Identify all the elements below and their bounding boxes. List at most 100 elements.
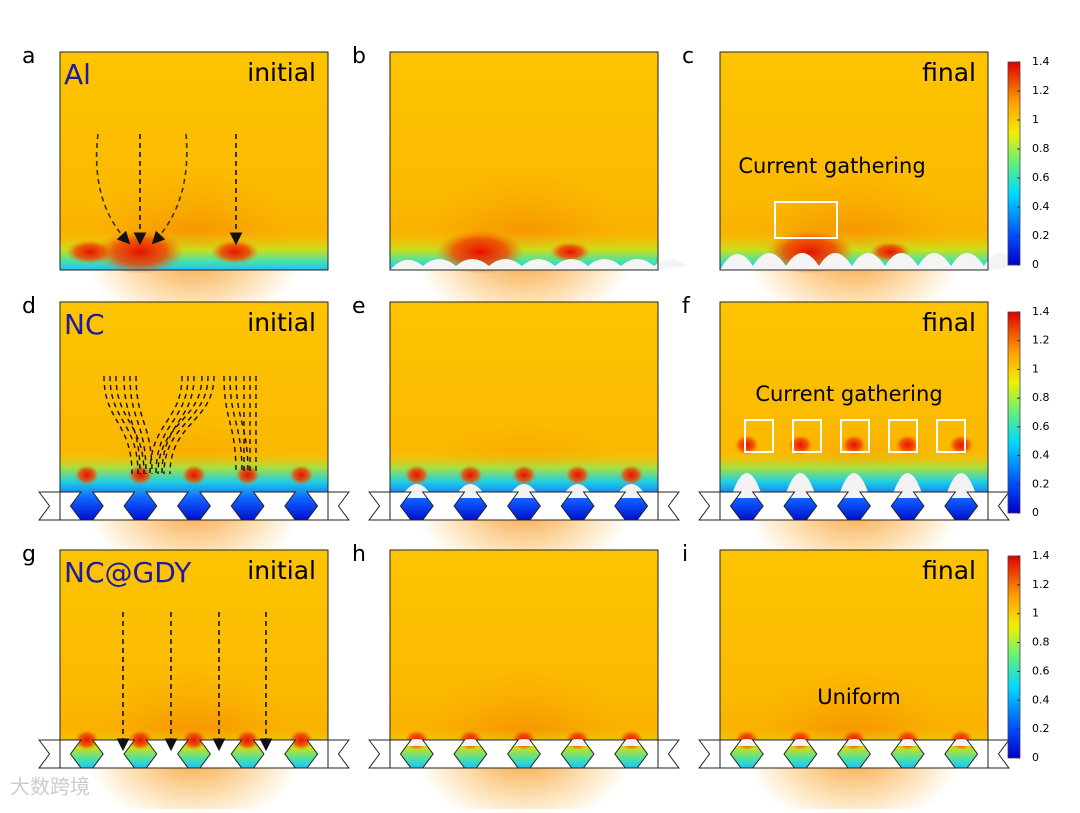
- colorbar: [1007, 61, 1021, 266]
- panel-frame: [389, 301, 659, 521]
- hotspot: [550, 242, 590, 262]
- annotation: Uniform: [817, 685, 900, 709]
- stage-label: final: [922, 556, 976, 585]
- panel-frame: [389, 549, 659, 769]
- hotspot: [895, 435, 920, 455]
- colorbar-tick-label: 0.8: [1032, 391, 1050, 404]
- flux-arrow: [109, 375, 139, 475]
- flux-arrow: [169, 375, 215, 475]
- panel-letter: b: [352, 44, 366, 69]
- colorbar-tick-label: 1.2: [1032, 578, 1050, 591]
- colorbar-tick-label: 0.2: [1032, 229, 1050, 242]
- colorbar-tick-label: 1.2: [1032, 334, 1050, 347]
- highlight-box: [792, 419, 822, 453]
- highlight-box: [774, 201, 838, 239]
- highlight-box: [888, 419, 918, 453]
- panel-letter: f: [682, 294, 691, 319]
- flux-arrow: [163, 375, 209, 475]
- flux-arrow: [149, 375, 183, 475]
- panel: [389, 51, 687, 330]
- colorbar-tick-label: 1.4: [1032, 549, 1050, 562]
- hotspot: [734, 435, 759, 455]
- colorbar-tick-label: 0.6: [1032, 171, 1050, 184]
- panel-frame: [59, 301, 329, 521]
- flux-arrow: [157, 375, 203, 475]
- flux-arrow: [235, 375, 249, 475]
- panel-letter: a: [22, 44, 35, 69]
- annotation: Current gathering: [755, 382, 942, 406]
- flux-arrow: [129, 375, 147, 475]
- flux-arrow: [115, 375, 145, 475]
- hotspot: [289, 465, 314, 485]
- hotspot: [842, 435, 866, 455]
- panel-letter: i: [682, 542, 688, 567]
- watermark: 大数跨境: [10, 775, 90, 799]
- colorbar-tick-label: 0.6: [1032, 664, 1050, 677]
- panel: [698, 549, 1010, 813]
- colorbar-tick-label: 1: [1032, 362, 1039, 375]
- stage-label: initial: [247, 308, 316, 337]
- hotspot: [128, 730, 153, 750]
- highlight-box: [840, 419, 870, 453]
- colorbar-tick-label: 1: [1032, 113, 1039, 126]
- material-label: NC: [64, 308, 105, 341]
- stage-label: final: [922, 308, 976, 337]
- flux-arrow: [161, 375, 195, 475]
- hotspot: [128, 465, 153, 485]
- colorbar-tick-label: 0.8: [1032, 142, 1050, 155]
- hotspot: [289, 730, 314, 750]
- colorbar-tick-label: 0: [1032, 258, 1039, 271]
- deposit: [390, 259, 687, 270]
- panel: [368, 301, 680, 580]
- hotspot: [619, 465, 644, 485]
- hotspot: [949, 435, 974, 455]
- colorbar-tick-label: 1.4: [1032, 305, 1050, 318]
- stage-label: initial: [247, 556, 316, 585]
- hotspot: [235, 465, 260, 485]
- stage-label: final: [922, 58, 976, 87]
- hotspot: [512, 465, 536, 485]
- flux-arrow: [229, 375, 243, 475]
- colorbar-tick-label: 0.6: [1032, 420, 1050, 433]
- panel: [38, 549, 350, 813]
- flux-arrow: [223, 375, 237, 475]
- panel: [59, 51, 329, 330]
- flux-arrow: [123, 375, 141, 475]
- stage-label: initial: [247, 58, 316, 87]
- colorbar-tick-label: 0: [1032, 506, 1039, 519]
- colorbar-tick-label: 1.2: [1032, 84, 1050, 97]
- panel-letter: c: [682, 44, 694, 69]
- panel-letter: g: [22, 542, 36, 567]
- colorbar-tick-label: 1: [1032, 607, 1039, 620]
- hotspot: [211, 240, 259, 264]
- panel-letter: d: [22, 294, 36, 319]
- material-label: Al: [64, 58, 91, 91]
- hotspot: [458, 465, 483, 485]
- panel-frame: [719, 301, 989, 521]
- colorbar: [1007, 311, 1021, 514]
- colorbar-tick-label: 0.2: [1032, 722, 1050, 735]
- annotation: Current gathering: [738, 154, 925, 178]
- panel: [698, 301, 1010, 580]
- colorbar-tick-label: 1.4: [1032, 55, 1050, 68]
- colorbar-tick-label: 0: [1032, 751, 1039, 764]
- panel-frame: [389, 51, 659, 271]
- colorbar: [1007, 555, 1021, 759]
- colorbar-tick-label: 0.4: [1032, 449, 1050, 462]
- material-label: NC@GDY: [64, 556, 192, 589]
- panel-frame: [59, 549, 329, 769]
- panel-frame: [59, 51, 329, 271]
- hotspot: [235, 730, 260, 750]
- panel: [38, 301, 350, 580]
- hotspot: [74, 730, 99, 750]
- colorbar-tick-label: 0.2: [1032, 477, 1050, 490]
- panel-letter: h: [352, 542, 366, 567]
- highlight-box: [744, 419, 774, 453]
- panel-frame: [719, 549, 989, 769]
- hotspot: [404, 465, 429, 485]
- hotspot: [182, 465, 206, 485]
- colorbar-tick-label: 0.4: [1032, 693, 1050, 706]
- colorbar-tick-label: 0.4: [1032, 200, 1050, 213]
- hotspot: [182, 730, 206, 750]
